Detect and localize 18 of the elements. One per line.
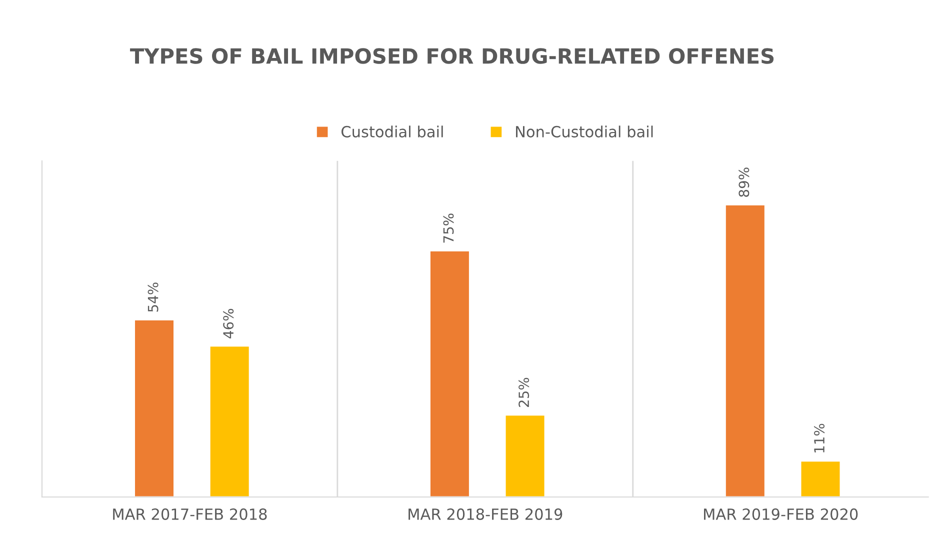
data-label: 75% [443, 214, 454, 243]
data-label: 25% [518, 378, 530, 407]
x-tick-label: MAR 2017-FEB 2018 [113, 508, 267, 520]
legend-label: Custodial bail [342, 126, 443, 138]
bar [504, 414, 546, 497]
bar [800, 460, 842, 497]
chart-title: TYPES OF BAIL IMPOSED FOR DRUG-RELATED OFFENES [130, 48, 774, 64]
data-label: 46% [223, 308, 234, 338]
x-tick-label: MAR 2018-FEB 2019 [408, 508, 562, 520]
bar [429, 250, 470, 497]
data-label: 11% [814, 424, 825, 452]
x-tick-label: MAR 2019-FEB 2020 [704, 508, 858, 520]
bar [724, 204, 766, 497]
bar [134, 318, 175, 497]
data-label: 54% [148, 282, 158, 312]
data-label: 89% [738, 168, 750, 197]
bar [208, 345, 250, 497]
legend-label: Non-Custodial bail [516, 126, 653, 138]
